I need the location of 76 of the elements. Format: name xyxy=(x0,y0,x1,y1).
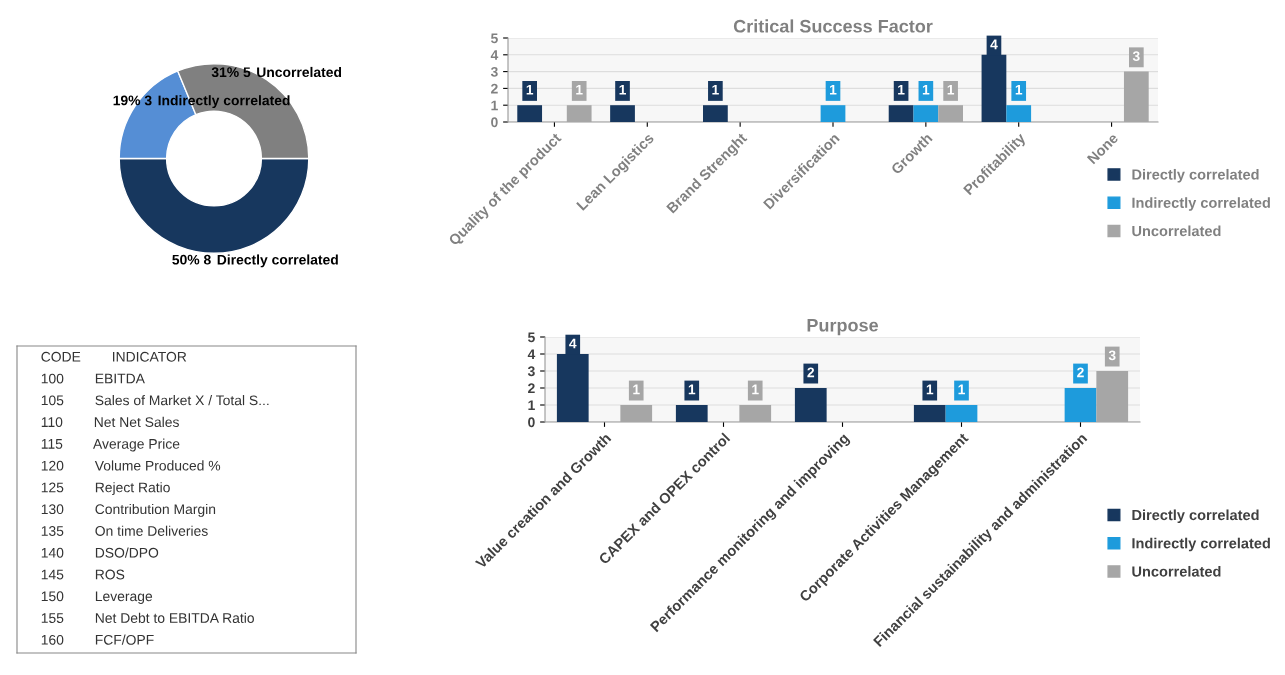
bar xyxy=(675,405,708,422)
text: 130 Contribution Margin xyxy=(41,503,216,517)
y-tick-label: 2 xyxy=(528,383,535,394)
y-tick-label: 1 xyxy=(528,400,535,411)
bar xyxy=(913,405,946,422)
data-label: 1 xyxy=(712,84,719,95)
y-tick-label: 0 xyxy=(491,117,498,128)
bar xyxy=(1123,71,1149,122)
y-tick-label: 1 xyxy=(491,100,498,111)
data-label: 2 xyxy=(807,367,815,378)
text: 100 EBITDA xyxy=(41,373,145,384)
legend-label: Indirectly correlated xyxy=(1132,537,1270,552)
data-label: 4 xyxy=(569,338,577,349)
legend-label: Directly correlated xyxy=(1132,509,1259,524)
bar xyxy=(888,105,914,122)
data-label: 1 xyxy=(947,84,955,95)
y-tick-label: 3 xyxy=(490,66,498,77)
bar xyxy=(1064,388,1097,422)
text: 135 On time Deliveries xyxy=(41,525,208,536)
bar xyxy=(820,105,846,122)
legend-label: Uncorrelated xyxy=(1132,565,1221,577)
bar xyxy=(938,105,963,122)
data-label: 1 xyxy=(958,384,965,395)
legend-label: Directly correlated xyxy=(1132,168,1259,183)
legend-label: Indirectly correlated xyxy=(1132,197,1270,211)
data-label: 1 xyxy=(898,84,905,95)
bar xyxy=(517,105,543,122)
chart-title: Critical Success Factor xyxy=(733,19,933,33)
text: 155 Net Debt to EBITDA Ratio xyxy=(41,612,254,623)
y-tick-label: 4 xyxy=(490,50,499,60)
data-label: 1 xyxy=(619,84,626,95)
text: 105 Sales of Market X / Total S... xyxy=(41,395,269,406)
y-tick-label: 5 xyxy=(490,33,498,44)
data-label: 1 xyxy=(576,84,583,95)
data-label: 4 xyxy=(990,39,998,50)
text: 120 Volume Produced % xyxy=(41,460,221,471)
data-label: 19% 3 xyxy=(113,95,152,106)
y-tick-label: 5 xyxy=(527,332,535,343)
bar xyxy=(703,105,728,122)
y-tick-label: 0 xyxy=(528,417,535,428)
y-tick-label: 2 xyxy=(491,83,498,94)
bar xyxy=(1006,105,1032,122)
text: 160 FCF/OPF xyxy=(41,634,154,645)
legend-label: Uncorrelated xyxy=(1132,225,1221,237)
data-label: 31% 5 xyxy=(211,67,251,78)
slice-label: Directly correlated xyxy=(217,254,338,268)
bar xyxy=(739,405,772,422)
data-label: 2 xyxy=(1077,367,1084,378)
data-label: 1 xyxy=(688,384,696,395)
data-label: 3 xyxy=(1108,350,1116,361)
data-label: 1 xyxy=(926,384,934,395)
slice-label: Uncorrelated xyxy=(257,66,342,78)
chart-title: Purpose xyxy=(807,319,879,336)
data-label: 50% 8 xyxy=(172,254,211,265)
text: 115 Average Price xyxy=(41,438,180,452)
text: 125 Reject Ratio xyxy=(41,482,170,496)
data-label: 3 xyxy=(1132,51,1140,62)
data-label: 1 xyxy=(830,84,837,95)
y-tick-label: 3 xyxy=(527,366,535,377)
text: 110 Net Net Sales xyxy=(41,416,179,428)
bar xyxy=(620,405,653,422)
data-label: 1 xyxy=(633,384,640,395)
bar xyxy=(610,105,635,122)
data-label: 1 xyxy=(752,384,759,395)
bar xyxy=(1096,371,1129,422)
text: 150 Leverage xyxy=(41,591,153,604)
bar xyxy=(566,105,592,122)
y-tick-label: 4 xyxy=(527,349,536,360)
bar xyxy=(794,388,827,422)
bar xyxy=(913,105,939,122)
text: 140 DSO/DPO xyxy=(41,547,159,558)
data-label: 1 xyxy=(1015,84,1023,95)
text: 145 ROS xyxy=(41,569,125,580)
data-label: 1 xyxy=(922,84,930,95)
bar xyxy=(945,405,978,422)
text: CODE INDICATOR xyxy=(41,351,187,362)
